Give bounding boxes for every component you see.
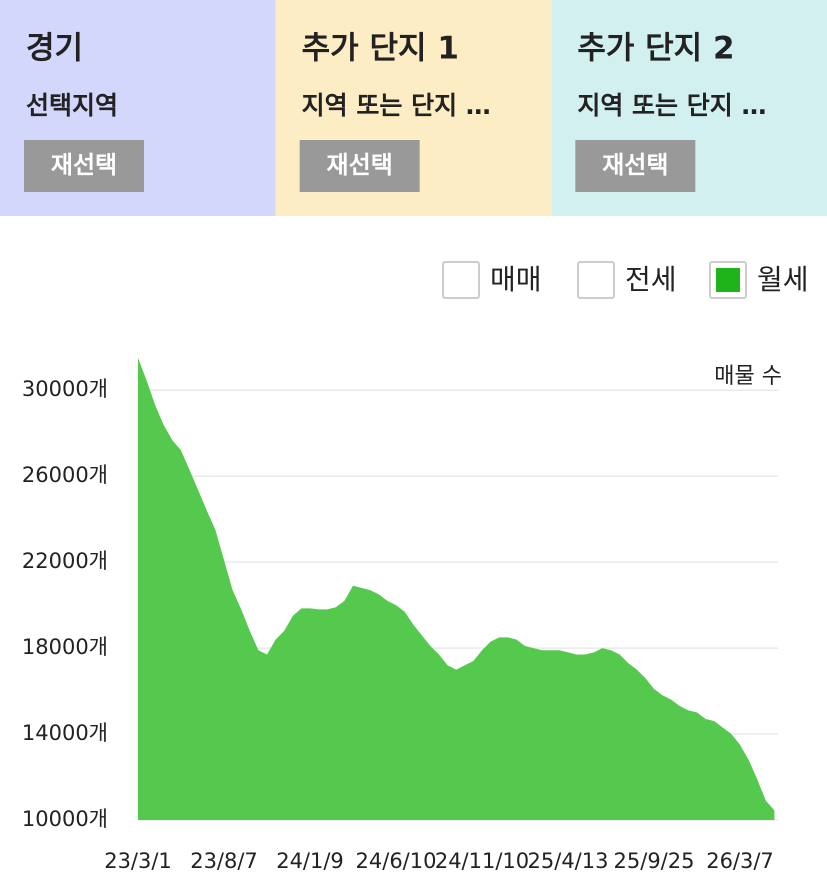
x-tick-label: 23/8/7 [190, 849, 258, 873]
toggle-label[interactable]: 월세 [757, 263, 809, 296]
x-tick-label: 25/4/13 [528, 849, 609, 873]
panel-title: 추가 단지 1 [302, 31, 459, 67]
toggle-checkbox[interactable] [577, 261, 615, 299]
panel-title: 추가 단지 2 [577, 31, 734, 67]
y-axis-title: 매물 수 [714, 364, 782, 389]
x-tick-label: 23/3/1 [104, 849, 172, 873]
x-tick-label: 25/9/25 [614, 849, 695, 873]
panel-title: 경기 [26, 31, 83, 67]
x-tick-label: 24/1/9 [276, 849, 344, 873]
y-tick-label: 22000개 [22, 549, 108, 573]
reselect-button[interactable] [299, 140, 420, 192]
x-tick-label: 24/6/10 [356, 849, 437, 873]
y-tick-label: 26000개 [22, 463, 108, 487]
toggle-label[interactable]: 전세 [625, 263, 677, 296]
reselect-button-label[interactable]: 재선택 [327, 151, 393, 179]
panel-subtitle: 지역 또는 단지 … [577, 91, 766, 120]
y-tick-label: 10000개 [22, 807, 108, 831]
area [138, 358, 775, 820]
x-tick-label: 24/11/10 [435, 849, 529, 873]
y-tick-label: 14000개 [22, 721, 108, 745]
toggle-check-fill [716, 268, 740, 292]
reselect-button-label[interactable]: 재선택 [51, 151, 117, 179]
x-tick-label: 26/3/7 [706, 849, 774, 873]
y-tick-label: 18000개 [22, 635, 108, 659]
reselect-button[interactable] [575, 140, 696, 192]
reselect-button-label[interactable]: 재선택 [602, 151, 668, 179]
y-tick-label: 30000개 [22, 377, 108, 401]
toggle-checkbox[interactable] [442, 261, 480, 299]
toggle-label[interactable]: 매매 [490, 263, 542, 296]
panel-subtitle: 지역 또는 단지 … [302, 91, 491, 120]
panel-subtitle: 선택지역 [26, 91, 118, 120]
reselect-button[interactable] [24, 140, 144, 192]
